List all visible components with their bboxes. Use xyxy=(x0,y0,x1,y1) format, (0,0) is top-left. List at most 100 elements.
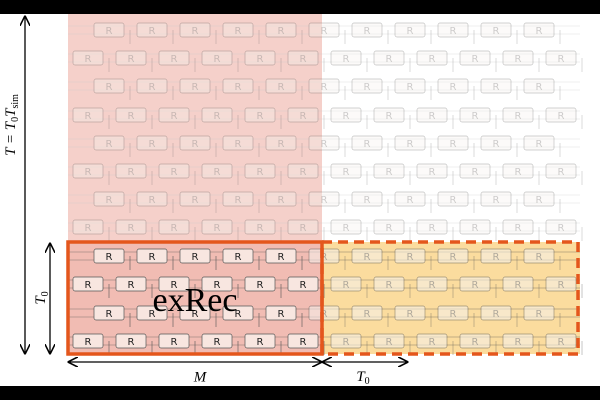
r-box xyxy=(222,22,254,38)
r-label: R xyxy=(429,337,436,348)
r-box xyxy=(351,305,383,321)
label-sub: 0 xyxy=(10,117,21,122)
r-box xyxy=(330,163,362,179)
r-box xyxy=(373,219,405,235)
r-box xyxy=(72,50,104,66)
r-box xyxy=(545,333,577,349)
r-label: R xyxy=(85,337,92,348)
r-box xyxy=(201,50,233,66)
r-box xyxy=(308,78,340,94)
r-label: R xyxy=(472,280,479,291)
r-label: R xyxy=(171,223,178,234)
r-label: R xyxy=(407,26,414,37)
r-box xyxy=(222,191,254,207)
r-label: R xyxy=(257,167,264,178)
r-label: R xyxy=(407,82,414,93)
r-label: R xyxy=(321,195,328,206)
r-box xyxy=(201,276,233,292)
r-box xyxy=(93,248,125,264)
r-box xyxy=(158,219,190,235)
r-label: R xyxy=(149,309,156,320)
r-box xyxy=(416,163,448,179)
r-box xyxy=(545,219,577,235)
r-label: R xyxy=(128,337,135,348)
r-label: R xyxy=(558,111,565,122)
r-label: R xyxy=(536,195,543,206)
r-box xyxy=(480,78,512,94)
r-label: R xyxy=(558,280,565,291)
r-box xyxy=(158,276,190,292)
r-box xyxy=(502,107,534,123)
r-label: R xyxy=(493,82,500,93)
r-label: R xyxy=(192,139,199,150)
r-box xyxy=(287,219,319,235)
label-part: T = T xyxy=(3,120,19,156)
r-box xyxy=(480,248,512,264)
r-box xyxy=(244,276,276,292)
r-label: R xyxy=(278,195,285,206)
r-box xyxy=(265,78,297,94)
r-label: R xyxy=(450,309,457,320)
r-box xyxy=(523,305,555,321)
r-label: R xyxy=(257,111,264,122)
width-label: M xyxy=(193,369,208,385)
r-label: R xyxy=(343,111,350,122)
r-box xyxy=(330,50,362,66)
r-box xyxy=(93,191,125,207)
r-box xyxy=(136,22,168,38)
r-box xyxy=(287,107,319,123)
label-main: T xyxy=(33,295,49,305)
r-box xyxy=(201,163,233,179)
r-box xyxy=(437,248,469,264)
r-label: R xyxy=(515,54,522,65)
r-box xyxy=(287,276,319,292)
r-box xyxy=(287,333,319,349)
r-label: R xyxy=(257,223,264,234)
r-label: R xyxy=(515,167,522,178)
total-height-label: T = T0Tsim xyxy=(3,94,21,156)
r-label: R xyxy=(235,139,242,150)
r-label: R xyxy=(106,195,113,206)
r-label: R xyxy=(343,167,350,178)
r-box xyxy=(115,107,147,123)
r-box xyxy=(93,305,125,321)
r-label: R xyxy=(149,139,156,150)
r-box xyxy=(545,276,577,292)
r-label: R xyxy=(450,139,457,150)
r-label: R xyxy=(558,337,565,348)
r-label: R xyxy=(493,195,500,206)
r-box xyxy=(351,22,383,38)
r-box xyxy=(330,276,362,292)
r-label: R xyxy=(558,223,565,234)
r-label: R xyxy=(450,195,457,206)
r-box xyxy=(136,135,168,151)
r-label: R xyxy=(386,167,393,178)
r-box xyxy=(373,276,405,292)
r-box xyxy=(287,163,319,179)
r-label: R xyxy=(171,167,178,178)
r-box xyxy=(459,163,491,179)
r-box xyxy=(308,248,340,264)
r-label: R xyxy=(171,54,178,65)
r-box xyxy=(523,135,555,151)
r-box xyxy=(222,248,254,264)
r-box xyxy=(158,107,190,123)
r-box xyxy=(179,135,211,151)
r-label: R xyxy=(429,280,436,291)
r-box xyxy=(394,78,426,94)
r-box xyxy=(330,219,362,235)
r-label: R xyxy=(235,82,242,93)
r-label: R xyxy=(558,54,565,65)
r-label: R xyxy=(343,280,350,291)
r-label: R xyxy=(493,26,500,37)
r-label: R xyxy=(321,139,328,150)
r-label: R xyxy=(493,252,500,263)
r-label: R xyxy=(149,82,156,93)
r-box xyxy=(437,78,469,94)
r-box xyxy=(265,135,297,151)
r-label: R xyxy=(278,252,285,263)
r-label: R xyxy=(235,309,242,320)
r-label: R xyxy=(149,252,156,263)
r-label: R xyxy=(407,252,414,263)
